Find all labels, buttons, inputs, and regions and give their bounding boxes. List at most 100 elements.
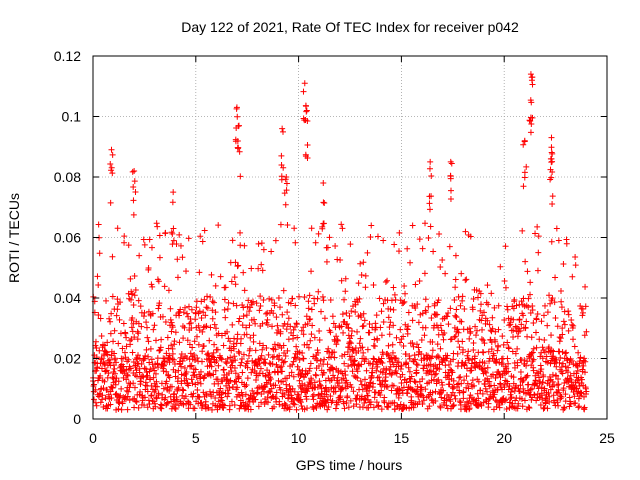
data-point <box>343 399 350 406</box>
data-point <box>387 306 394 313</box>
y-tick-label: 0.04 <box>54 290 81 306</box>
data-point <box>232 281 239 288</box>
data-point <box>93 402 100 409</box>
data-point <box>361 400 368 407</box>
data-point <box>528 350 535 357</box>
data-point <box>119 400 126 407</box>
data-point <box>268 248 275 255</box>
data-point <box>308 331 315 338</box>
data-point <box>575 404 582 411</box>
data-point <box>521 397 528 404</box>
data-point <box>530 345 537 352</box>
data-point <box>215 330 222 337</box>
data-point <box>541 302 548 309</box>
data-point <box>459 297 466 304</box>
data-point <box>552 274 559 281</box>
data-point <box>478 402 485 409</box>
data-point <box>112 355 119 362</box>
data-point <box>238 359 245 366</box>
data-point <box>298 327 305 334</box>
data-point <box>420 397 427 404</box>
data-point <box>170 356 177 363</box>
data-point <box>391 241 398 248</box>
data-point <box>183 268 190 275</box>
data-point <box>274 363 281 370</box>
data-point <box>291 225 298 232</box>
data-point <box>445 310 452 317</box>
data-point <box>218 332 225 339</box>
data-point <box>452 395 459 402</box>
data-point <box>521 138 528 145</box>
data-point <box>388 297 395 304</box>
data-point <box>538 318 545 325</box>
data-point <box>240 351 247 358</box>
data-point <box>566 394 573 401</box>
data-point <box>304 405 311 412</box>
data-point <box>162 394 169 401</box>
data-point <box>125 356 132 363</box>
data-point <box>209 406 216 413</box>
data-point <box>478 301 485 308</box>
data-point <box>235 144 242 151</box>
data-point <box>162 319 169 326</box>
data-point <box>412 281 419 288</box>
data-point <box>303 396 310 403</box>
data-point <box>196 308 203 315</box>
data-point <box>567 400 574 407</box>
data-point <box>154 383 161 390</box>
data-point <box>548 134 555 141</box>
data-point <box>477 290 484 297</box>
data-point <box>98 365 105 372</box>
data-point <box>352 308 359 315</box>
data-point <box>275 294 282 301</box>
data-point <box>180 309 187 316</box>
data-point <box>191 351 198 358</box>
y-tick-label: 0.08 <box>54 169 81 185</box>
data-point <box>501 277 508 284</box>
data-point <box>378 387 385 394</box>
data-point <box>260 296 267 303</box>
data-point <box>228 278 235 285</box>
data-point <box>308 268 315 275</box>
data-point <box>407 375 414 382</box>
data-point <box>332 388 339 395</box>
data-point <box>296 377 303 384</box>
data-point <box>290 326 297 333</box>
data-point <box>133 399 140 406</box>
data-point <box>559 370 566 377</box>
data-point <box>123 343 130 350</box>
data-point <box>199 238 206 245</box>
data-point <box>362 284 369 291</box>
data-point <box>541 336 548 343</box>
data-point <box>384 383 391 390</box>
data-point <box>502 370 509 377</box>
data-point <box>491 382 498 389</box>
data-point <box>182 304 189 311</box>
data-point <box>473 287 480 294</box>
data-point <box>135 297 142 304</box>
data-point <box>205 352 212 359</box>
data-point <box>527 118 534 125</box>
data-point <box>348 328 355 335</box>
data-point <box>117 362 124 369</box>
data-point <box>450 356 457 363</box>
data-point <box>540 312 547 319</box>
data-point <box>131 273 138 280</box>
data-point <box>332 384 339 391</box>
data-point <box>280 342 287 349</box>
data-point <box>479 312 486 319</box>
data-point <box>221 402 228 409</box>
data-point <box>378 355 385 362</box>
data-point <box>268 296 275 303</box>
data-point <box>235 318 242 325</box>
data-point <box>419 401 426 408</box>
data-point <box>485 301 492 308</box>
data-point <box>188 362 195 369</box>
data-point <box>566 403 573 410</box>
x-tick-label: 15 <box>394 430 410 446</box>
data-point <box>94 273 101 280</box>
data-point <box>561 321 568 328</box>
data-point <box>129 314 136 321</box>
data-point <box>354 392 361 399</box>
data-point <box>220 342 227 349</box>
